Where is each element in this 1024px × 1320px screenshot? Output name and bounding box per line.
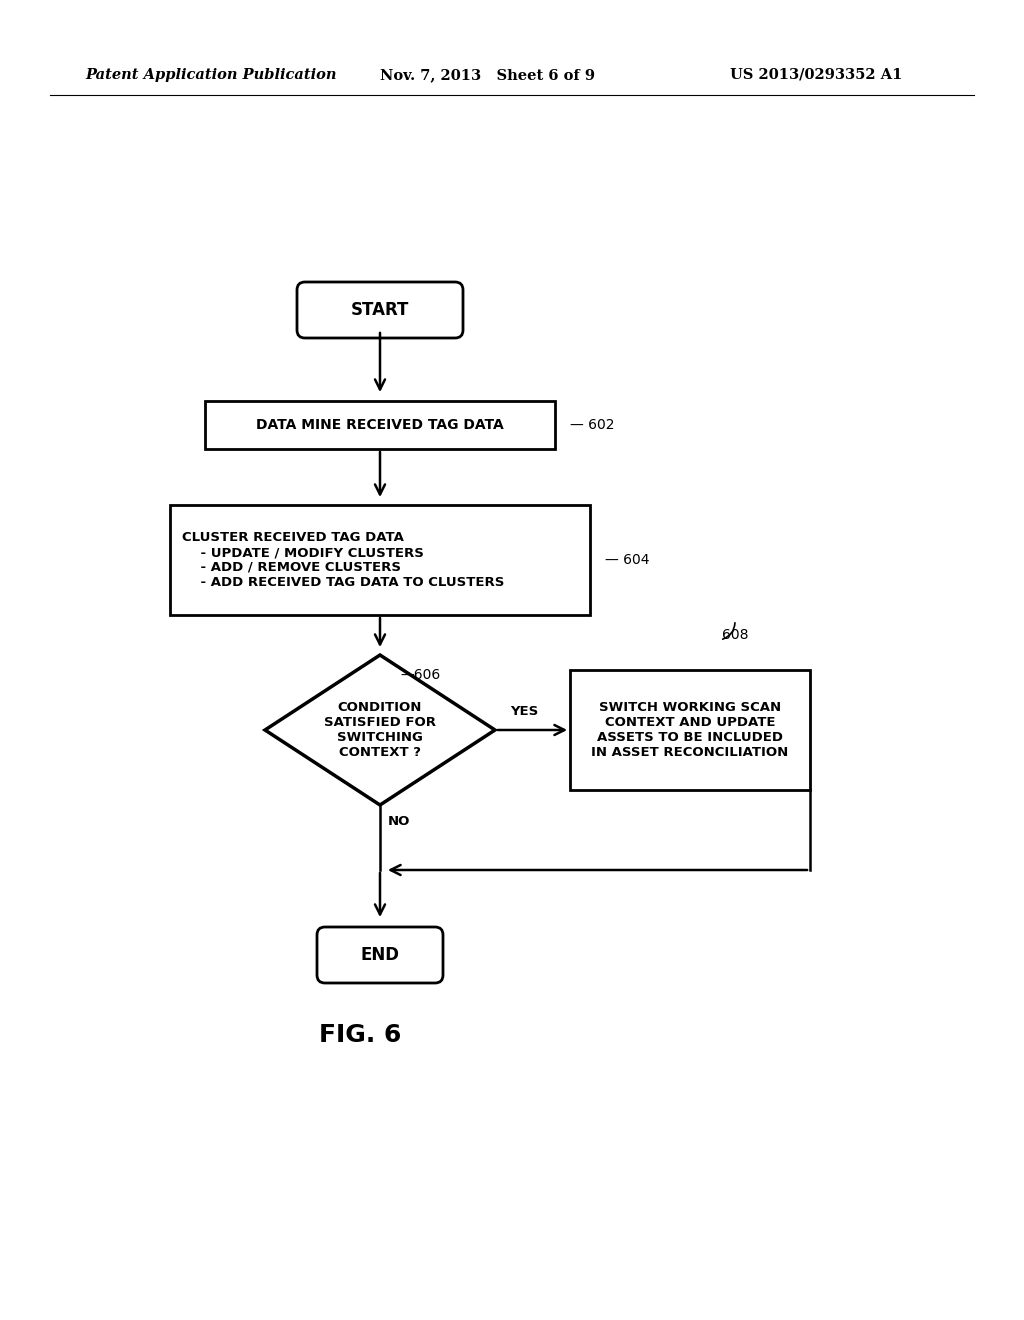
Text: CLUSTER RECEIVED TAG DATA
    - UPDATE / MODIFY CLUSTERS
    - ADD / REMOVE CLUS: CLUSTER RECEIVED TAG DATA - UPDATE / MOD… — [182, 531, 505, 589]
Text: SWITCH WORKING SCAN
CONTEXT AND UPDATE
ASSETS TO BE INCLUDED
IN ASSET RECONCILIA: SWITCH WORKING SCAN CONTEXT AND UPDATE A… — [592, 701, 788, 759]
Text: START: START — [351, 301, 410, 319]
FancyBboxPatch shape — [205, 401, 555, 449]
Text: FIG. 6: FIG. 6 — [318, 1023, 401, 1047]
Text: YES: YES — [510, 705, 539, 718]
Polygon shape — [265, 655, 495, 805]
Text: — 604: — 604 — [605, 553, 649, 568]
Text: US 2013/0293352 A1: US 2013/0293352 A1 — [730, 69, 902, 82]
Text: DATA MINE RECEIVED TAG DATA: DATA MINE RECEIVED TAG DATA — [256, 418, 504, 432]
Text: —606: —606 — [400, 668, 440, 682]
Text: — 602: — 602 — [570, 418, 614, 432]
FancyBboxPatch shape — [570, 671, 810, 789]
Text: Patent Application Publication: Patent Application Publication — [85, 69, 337, 82]
FancyBboxPatch shape — [297, 282, 463, 338]
Text: END: END — [360, 946, 399, 964]
Text: 608: 608 — [722, 628, 749, 642]
Text: Nov. 7, 2013   Sheet 6 of 9: Nov. 7, 2013 Sheet 6 of 9 — [380, 69, 595, 82]
FancyBboxPatch shape — [317, 927, 443, 983]
FancyBboxPatch shape — [170, 506, 590, 615]
Text: NO: NO — [388, 814, 411, 828]
Text: CONDITION
SATISFIED FOR
SWITCHING
CONTEXT ?: CONDITION SATISFIED FOR SWITCHING CONTEX… — [324, 701, 436, 759]
